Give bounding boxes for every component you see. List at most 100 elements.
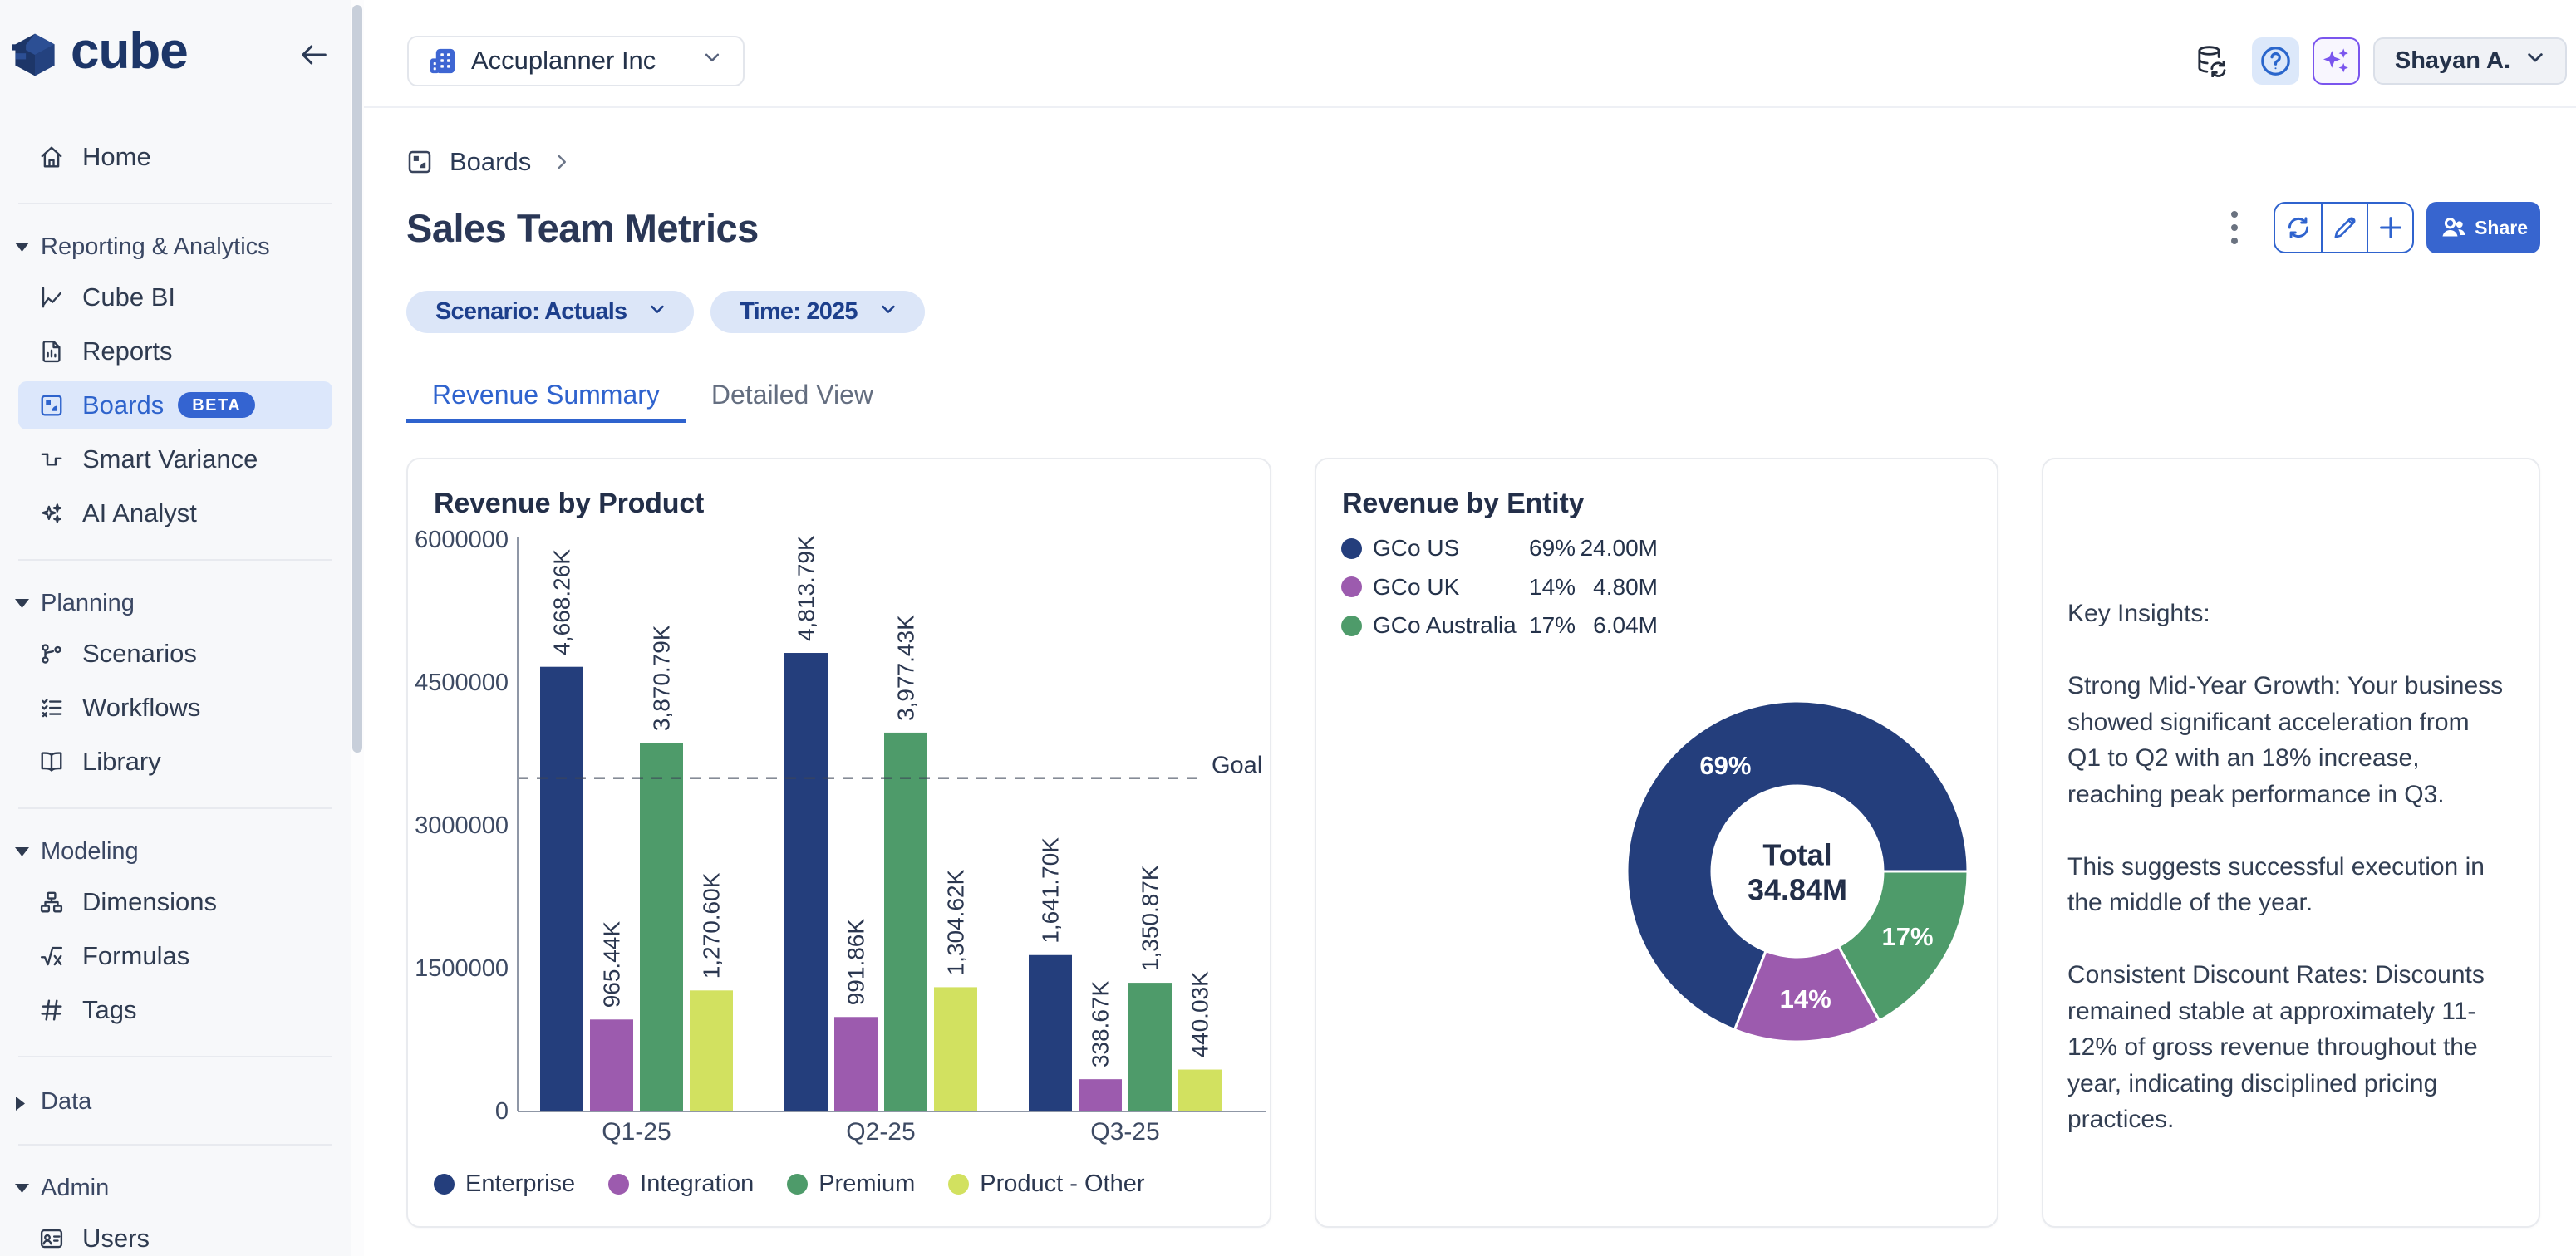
cube-logo-icon [12, 33, 55, 76]
tab-revenue-summary[interactable]: Revenue Summary [406, 370, 686, 423]
add-button[interactable] [2367, 204, 2412, 252]
sidebar-item-label: Smart Variance [82, 444, 258, 473]
svg-text:1,350.87K: 1,350.87K [1138, 865, 1163, 971]
sidebar-section-modeling[interactable]: Modeling [0, 828, 351, 875]
legend-label: GCo US [1373, 535, 1460, 562]
scenario-filter-chip[interactable]: Scenario: Actuals [406, 291, 695, 333]
sidebar-divider [18, 1144, 332, 1146]
legend-swatch [787, 1173, 809, 1195]
legend-item-product-other[interactable]: Product - Other [948, 1170, 1144, 1198]
sidebar-item-scenarios[interactable]: Scenarios [0, 626, 351, 680]
legend-item-gco-us[interactable]: GCo US 69% 24.00M [1341, 529, 1658, 568]
svg-text:3,870.79K: 3,870.79K [649, 625, 675, 731]
hash-icon [39, 998, 64, 1023]
chevron-right-icon [551, 151, 573, 173]
svg-text:34.84M: 34.84M [1748, 873, 1847, 907]
legend-label: Enterprise [465, 1170, 576, 1197]
legend-percent: 14% [1529, 573, 1576, 600]
help-button[interactable] [2251, 37, 2299, 85]
sidebar-item-smart-variance[interactable]: Smart Variance [0, 432, 351, 486]
step-line-icon [39, 447, 64, 472]
sidebar-item-home[interactable]: Home [0, 130, 351, 184]
svg-text:4,668.26K: 4,668.26K [549, 549, 575, 655]
sidebar-scrollbar-thumb[interactable] [352, 5, 362, 753]
legend-item-premium[interactable]: Premium [787, 1170, 915, 1198]
legend-label: Premium [819, 1170, 916, 1197]
checklist-icon [39, 695, 64, 720]
sidebar-divider [18, 807, 332, 809]
sidebar-item-label: Workflows [82, 692, 201, 722]
data-sync-button[interactable] [2195, 44, 2228, 77]
sidebar-header: cube [0, 0, 351, 110]
filter-chips: Scenario: Actuals Time: 2025 [406, 291, 2540, 333]
sidebar-item-library[interactable]: Library [0, 734, 351, 788]
breadcrumb-boards-link[interactable]: Boards [450, 147, 532, 176]
sidebar-section-admin[interactable]: Admin [0, 1165, 351, 1211]
sidebar-item-dimensions[interactable]: Dimensions [0, 875, 351, 929]
sidebar-item-label: Dimensions [82, 886, 217, 916]
edit-button[interactable] [2321, 204, 2367, 252]
sidebar-collapse-button[interactable] [297, 38, 331, 71]
sidebar-item-workflows[interactable]: Workflows [0, 680, 351, 734]
legend-item-integration[interactable]: Integration [608, 1170, 754, 1198]
insights-paragraph: Consistent Discount Rates: Discounts rem… [2067, 961, 2485, 1133]
svg-text:440.03K: 440.03K [1187, 971, 1213, 1058]
sidebar-item-cube-bi[interactable]: Cube BI [0, 270, 351, 324]
tab-detailed-view[interactable]: Detailed View [686, 370, 899, 423]
arrow-left-icon [302, 45, 327, 65]
svg-text:4,813.79K: 4,813.79K [794, 535, 819, 641]
sidebar-section-label: Data [41, 1087, 92, 1115]
plus-icon [2379, 217, 2401, 238]
svg-text:3,977.43K: 3,977.43K [893, 615, 919, 721]
sidebar-item-boards[interactable]: Boards BETA [18, 380, 332, 429]
sidebar-item-tags[interactable]: Tags [0, 983, 351, 1037]
view-tabs: Revenue Summary Detailed View [406, 370, 2540, 423]
kebab-icon [2231, 211, 2239, 244]
donut-legend: GCo US 69% 24.00M GCo UK 14% 4.80M [1341, 529, 1658, 645]
ai-assistant-button[interactable] [2312, 37, 2360, 85]
svg-text:1,304.62K: 1,304.62K [943, 869, 969, 975]
chevron-collapsed-icon [14, 1096, 30, 1111]
refresh-button[interactable] [2275, 204, 2321, 252]
sidebar-section-reporting[interactable]: Reporting & Analytics [0, 223, 351, 270]
sidebar-item-users[interactable]: Users [0, 1211, 351, 1256]
sidebar-section-data[interactable]: Data [0, 1078, 351, 1125]
svg-text:1500000: 1500000 [415, 955, 509, 982]
svg-text:14%: 14% [1780, 984, 1831, 1013]
sidebar-item-formulas[interactable]: Formulas [0, 929, 351, 983]
page-content: Boards Sales Team Metrics [364, 147, 2576, 1228]
insights-heading: Key Insights: [2067, 600, 2210, 627]
users-icon [39, 1226, 64, 1251]
legend-item-enterprise[interactable]: Enterprise [434, 1170, 575, 1198]
time-filter-chip[interactable]: Time: 2025 [710, 291, 925, 333]
legend-label: GCo UK [1373, 573, 1460, 600]
legend-item-gco-uk[interactable]: GCo UK 14% 4.80M [1341, 568, 1658, 607]
legend-value: 4.80M [1593, 573, 1658, 600]
sidebar-item-reports[interactable]: Reports [0, 324, 351, 378]
board-actions: Share [2229, 202, 2540, 253]
sidebar-item-ai-analyst[interactable]: AI Analyst [0, 486, 351, 540]
legend-value: 6.04M [1593, 612, 1658, 639]
cube-logo: cube [11, 22, 189, 84]
brand-name: cube [71, 22, 189, 80]
sidebar-item-label: AI Analyst [82, 498, 197, 527]
svg-text:4500000: 4500000 [415, 670, 509, 696]
chevron-down-icon [877, 297, 900, 327]
sidebar-section-planning[interactable]: Planning [0, 580, 351, 626]
user-menu-button[interactable]: Shayan A. [2372, 37, 2567, 85]
building-icon [430, 48, 455, 73]
sitemap-icon [39, 890, 64, 915]
share-button[interactable]: Share [2426, 202, 2540, 253]
more-options-button[interactable] [2229, 209, 2240, 247]
legend-swatch [1341, 537, 1362, 559]
legend-item-gco-australia[interactable]: GCo Australia 17% 6.04M [1341, 606, 1658, 645]
legend-value: 24.00M [1580, 535, 1658, 562]
boards-icon [39, 393, 64, 418]
page-title: Sales Team Metrics [406, 205, 759, 250]
svg-text:338.67K: 338.67K [1088, 981, 1113, 1068]
share-label: Share [2475, 216, 2528, 238]
company-selector[interactable]: Accuplanner Inc [407, 35, 745, 86]
pencil-icon [2334, 217, 2356, 238]
svg-text:Q1-25: Q1-25 [602, 1118, 671, 1146]
